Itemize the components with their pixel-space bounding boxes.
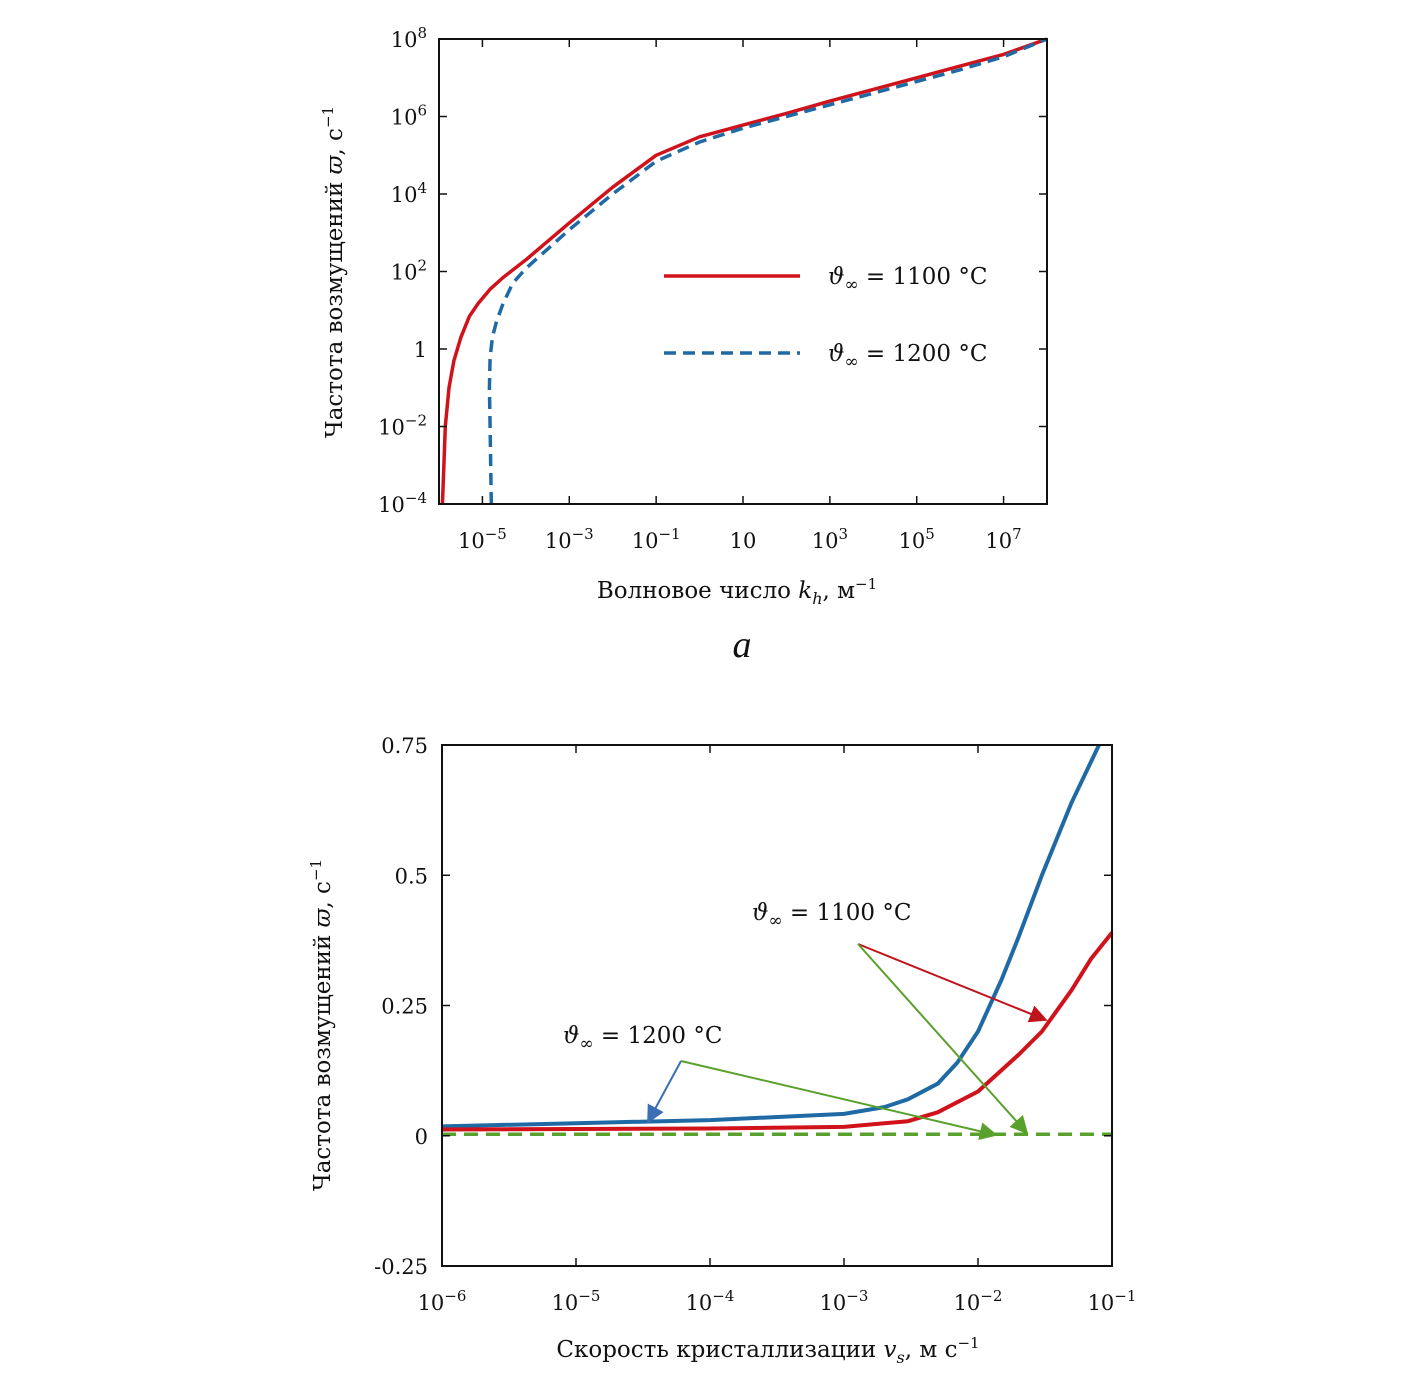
y-axis-label: Частота возмущений ϖ, с−1	[319, 106, 348, 438]
x-tick-label: 107	[985, 525, 1021, 553]
x-axis-label: Скорость кристаллизации vs, м с−1	[556, 1334, 979, 1367]
y-tick-label: 1	[414, 338, 427, 362]
series-line-1	[441, 931, 1114, 1132]
x-tick-label: 103	[812, 525, 848, 553]
x-tick-label: 10−4	[686, 1287, 735, 1315]
y-tick-label: 106	[391, 102, 427, 130]
y-tick-label: 10−2	[378, 412, 427, 440]
legend-label-1: ϑ∞ = 1200 °C	[828, 341, 987, 372]
series-line-0	[441, 744, 1101, 1129]
annotation-1200: ϑ∞ = 1200 °C	[563, 1023, 722, 1054]
y-tick-label: 104	[391, 179, 427, 207]
arrow-1100-green	[857, 943, 1029, 1135]
x-tick-label: 10−2	[954, 1287, 1003, 1315]
y-axis-label: Частота возмущений ϖ, с−1	[307, 859, 336, 1191]
y-tick-label: 0.5	[395, 864, 428, 888]
series-line-1	[487, 37, 1048, 505]
legend-label-0: ϑ∞ = 1100 °C	[828, 264, 987, 295]
x-tick-label: 10	[730, 529, 757, 553]
y-tick-label: -0.25	[374, 1255, 428, 1279]
arrow-1200-green	[680, 1060, 998, 1141]
chart-a: 10−5 10−3 10−1 10 103 105 107 108 106 104 102 1 10−…	[319, 24, 1048, 666]
x-tick-label: 10−5	[458, 525, 507, 553]
y-tick-label: 0.75	[381, 734, 428, 758]
arrow-1100-red	[857, 943, 1048, 1023]
y-tick-label: 108	[391, 24, 427, 52]
x-tick-label: 10−5	[552, 1287, 601, 1315]
y-tick-label: 0	[415, 1125, 428, 1149]
x-tick-label: 10−3	[545, 525, 594, 553]
x-tick-label: 105	[899, 525, 935, 553]
y-tick-label: 10−4	[378, 489, 427, 517]
x-tick-label: 10−1	[632, 525, 681, 553]
y-tick-label: 102	[391, 257, 427, 285]
x-tick-label: 10−1	[1088, 1287, 1137, 1315]
y-tick-label: 0.25	[381, 995, 428, 1019]
x-tick-label: 10−3	[820, 1287, 869, 1315]
chart-a-frame	[438, 38, 1048, 505]
arrow-1200-blue	[647, 1060, 682, 1124]
annotation-1100: ϑ∞ = 1100 °C	[752, 900, 911, 931]
chart-b-frame	[441, 744, 1113, 1267]
x-axis-label: Волновое число kh, м−1	[597, 575, 877, 608]
x-tick-label: 10−6	[418, 1287, 467, 1315]
series-line-0	[440, 37, 1048, 505]
panel-caption-a: а	[733, 624, 752, 666]
